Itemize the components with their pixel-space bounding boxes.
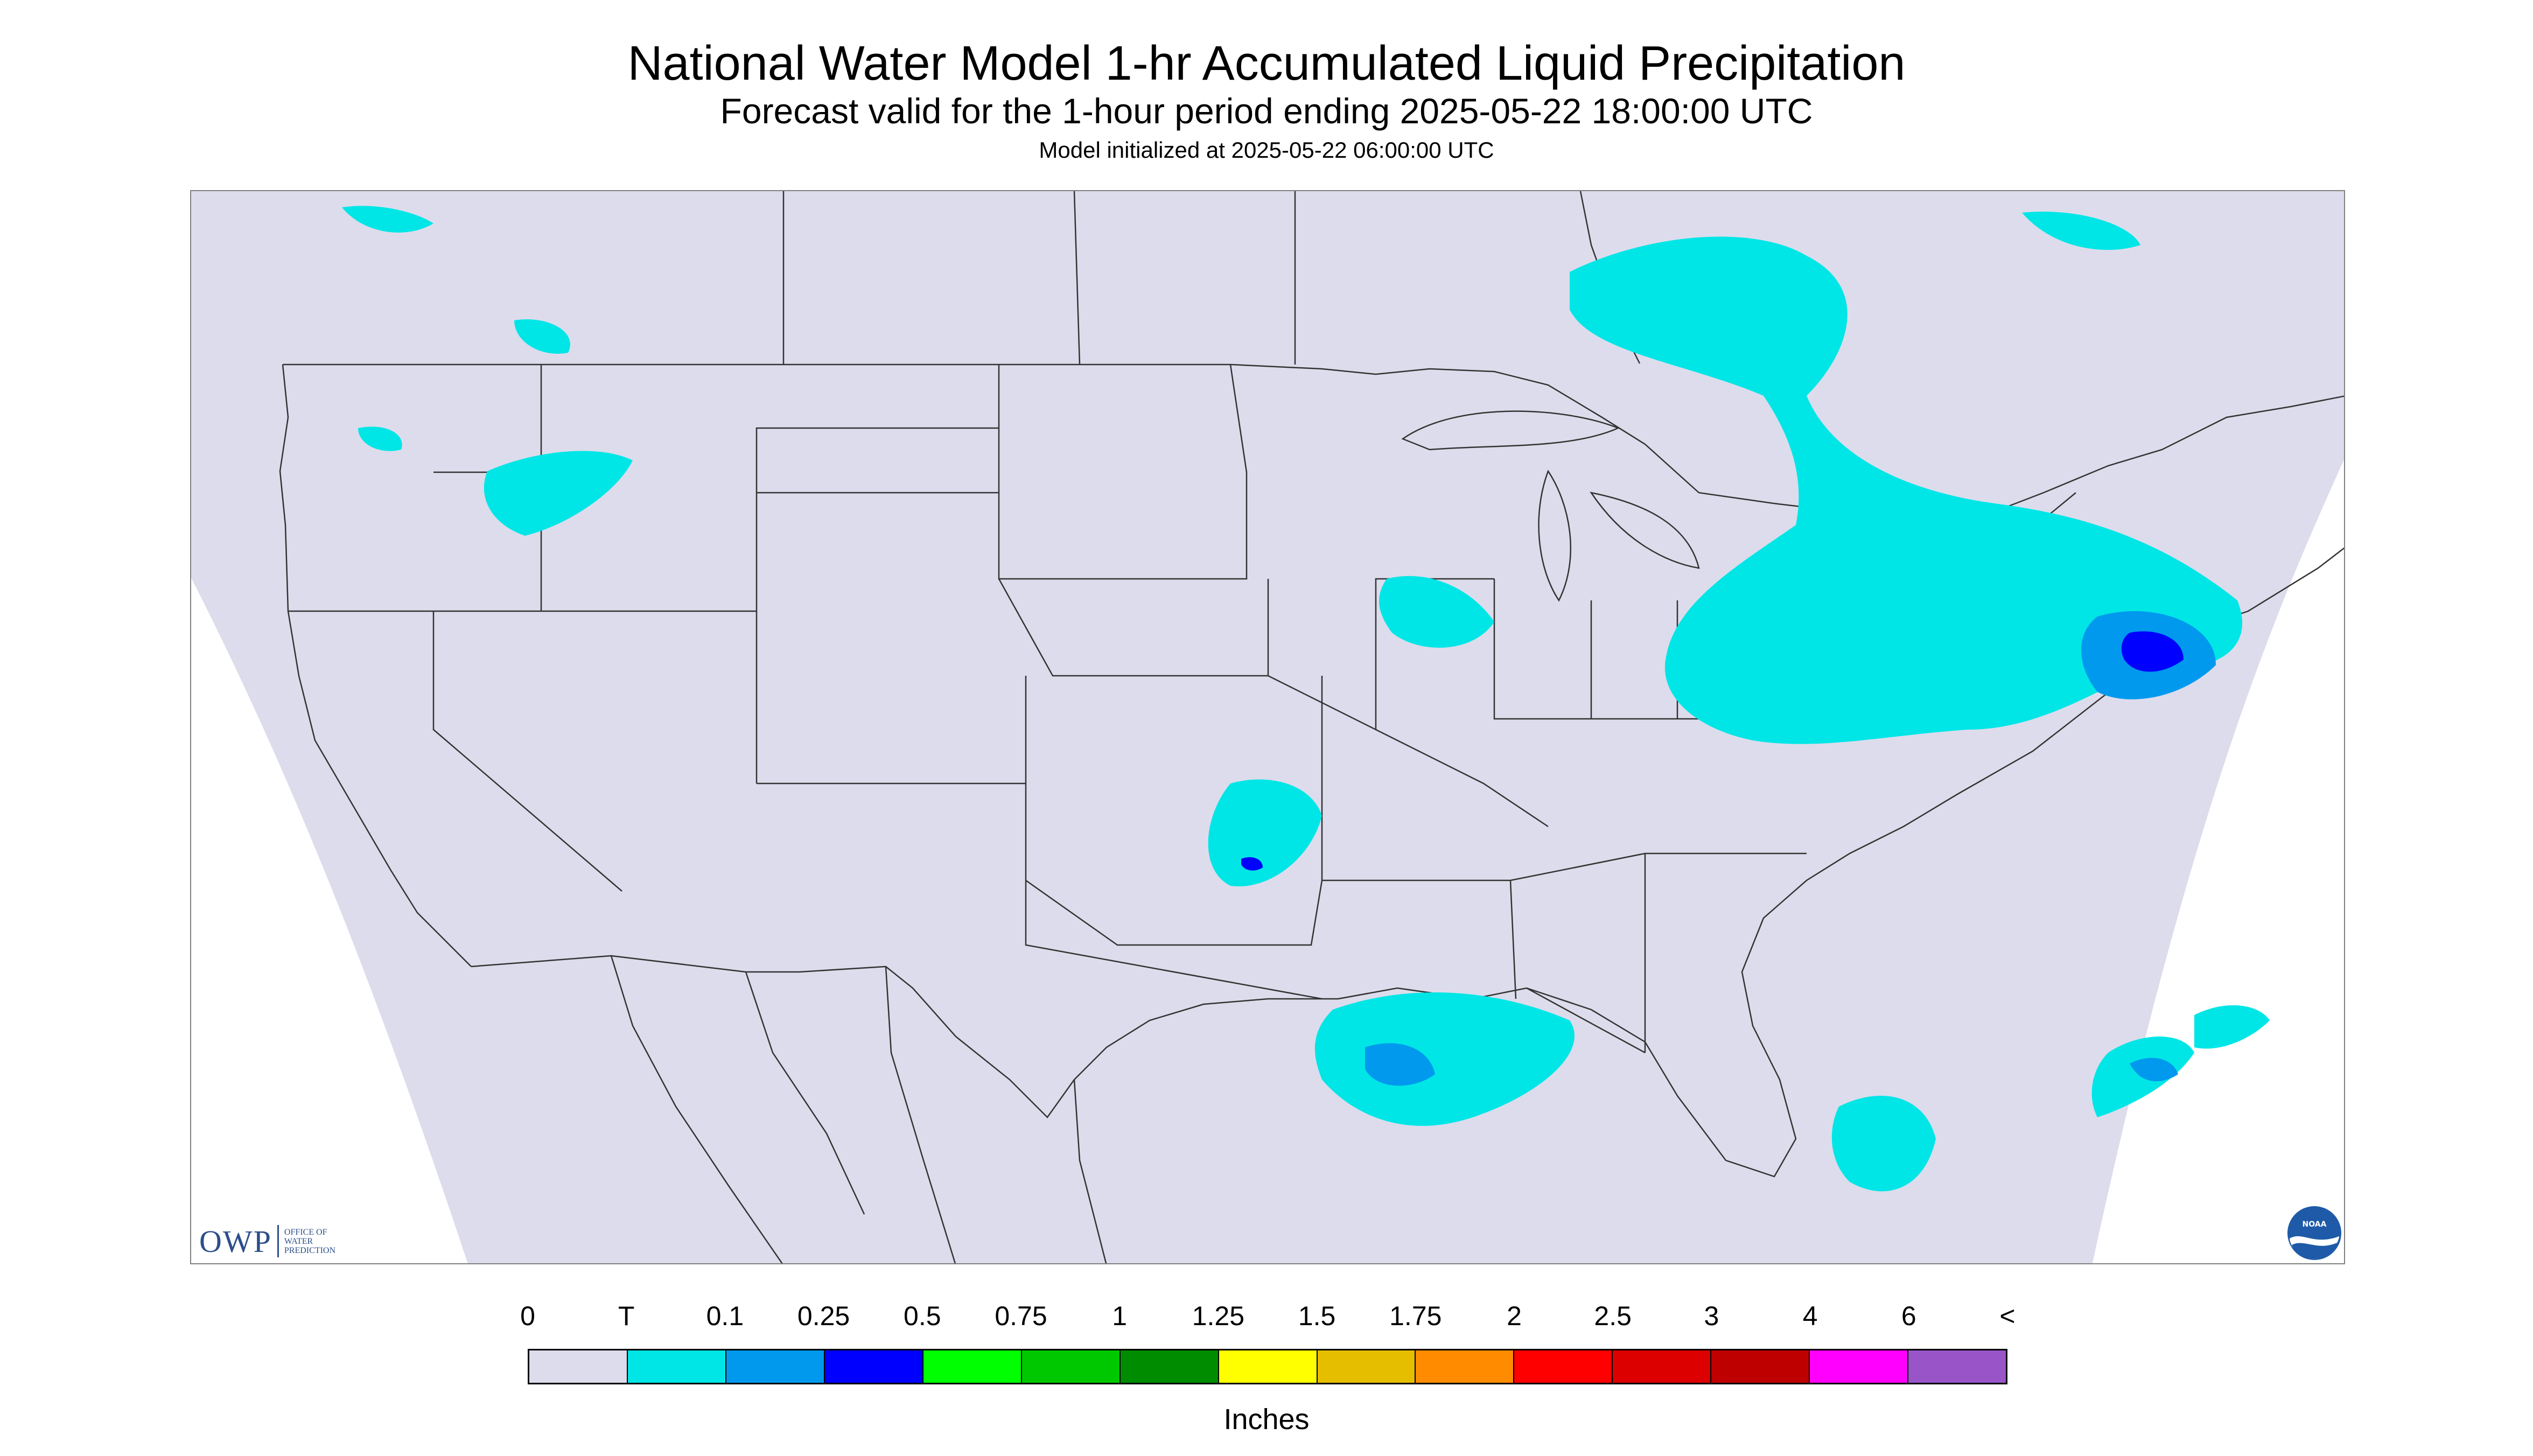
legend-swatch-4	[923, 1350, 1022, 1383]
legend-swatch-13	[1810, 1350, 1909, 1383]
legend-label-4: 0.5	[904, 1301, 941, 1331]
mexico-boundaries	[610, 955, 1107, 1263]
precip-area-2	[1208, 779, 1322, 887]
great-lakes	[1401, 410, 1949, 606]
pacific-coastline	[279, 364, 472, 967]
legend-label-14: 6	[1901, 1301, 1916, 1331]
precip-area-16	[1241, 857, 1263, 871]
owp-abbrev: OWP	[199, 1223, 272, 1259]
legend-swatch-2	[726, 1350, 825, 1383]
model-init-time: Model initialized at 2025-05-22 06:00:00…	[1039, 137, 1494, 163]
legend-swatch-6	[1120, 1350, 1219, 1383]
precip-area-13	[1365, 1043, 1435, 1086]
owp-logo: OWP OFFICE OF WATER PREDICTION	[199, 1222, 360, 1260]
map-title: National Water Model 1-hr Accumulated Li…	[627, 37, 1906, 90]
precip-area-6	[1831, 1096, 1936, 1192]
legend-label-3: 0.25	[797, 1301, 850, 1331]
legend-swatch-12	[1711, 1350, 1810, 1383]
legend-swatch-3	[824, 1350, 923, 1383]
precipitation-map	[190, 190, 2345, 1264]
owp-line-3: PREDICTION	[284, 1245, 335, 1255]
legend-swatch-0	[529, 1350, 628, 1383]
precipitation-heavy	[1241, 631, 2184, 871]
legend-label-10: 2	[1507, 1301, 1522, 1331]
precip-area-5	[1379, 576, 1494, 648]
legend-label-11: 2.5	[1594, 1301, 1632, 1331]
legend-swatch-9	[1416, 1350, 1515, 1383]
state-boundaries	[279, 191, 2344, 1263]
legend-label-0: 0	[520, 1301, 535, 1331]
precip-area-9	[342, 206, 433, 233]
legend-label-2: 0.1	[706, 1301, 744, 1331]
model-domain	[191, 191, 2344, 1263]
legend-label-15: <	[1999, 1301, 2016, 1331]
precip-area-8	[2194, 1005, 2270, 1049]
legend-label-9: 1.75	[1389, 1301, 1442, 1331]
gulf-coastline	[1074, 547, 2344, 1178]
legend-label-8: 1.5	[1298, 1301, 1336, 1331]
legend-swatch-14	[1908, 1350, 2006, 1383]
legend-label-7: 1.25	[1192, 1301, 1245, 1331]
map-canvas	[191, 191, 2344, 1263]
owp-line-1: OFFICE OF	[284, 1227, 327, 1237]
legend-label-5: 0.75	[995, 1301, 1047, 1331]
noaa-wordmark: NOAA	[2303, 1220, 2327, 1229]
owp-line-2: WATER	[284, 1236, 313, 1246]
precip-area-4	[484, 451, 633, 536]
legend-swatch-11	[1613, 1350, 1712, 1383]
legend-label-12: 3	[1704, 1301, 1719, 1331]
us-mexico-border	[471, 955, 1075, 1118]
legend-label-1: T	[618, 1301, 635, 1331]
canada-province-lines	[782, 191, 1641, 365]
map-subtitle: Forecast valid for the 1-hour period end…	[720, 91, 1813, 131]
legend-swatch-1	[627, 1350, 726, 1383]
precip-area-14	[2130, 1058, 2178, 1082]
precip-area-11	[358, 426, 402, 451]
legend-swatch-5	[1021, 1350, 1121, 1383]
precip-area-0	[1570, 236, 2243, 744]
legend-label-6: 1	[1112, 1301, 1128, 1331]
owp-divider	[277, 1225, 279, 1257]
owp-full-name: OFFICE OF WATER PREDICTION	[284, 1228, 360, 1255]
legend-units: Inches	[1223, 1403, 1310, 1436]
precip-area-1	[2022, 212, 2140, 250]
precip-area-10	[514, 319, 570, 354]
legend-swatch-7	[1219, 1350, 1318, 1383]
noaa-logo: NOAA	[2287, 1206, 2341, 1260]
legend-label-13: 4	[1802, 1301, 1818, 1331]
precip-area-15	[2121, 631, 2184, 672]
legend-color-bar	[528, 1349, 2007, 1384]
legend-swatch-10	[1514, 1350, 1613, 1383]
us-canada-border	[283, 363, 2344, 537]
legend-swatch-8	[1317, 1350, 1416, 1383]
legend-labels: 0 T 0.1 0.25 0.5 0.75 1 1.25 1.5 1.75 2 2.5 3 4 6 <	[0, 1300, 2533, 1338]
precip-area-3	[1314, 992, 1575, 1126]
